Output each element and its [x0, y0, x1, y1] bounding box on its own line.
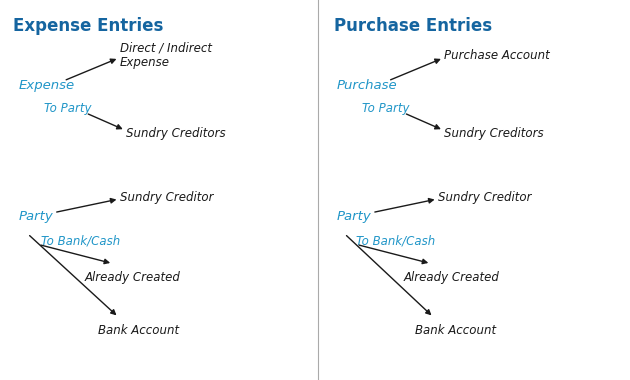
Text: Sundry Creditor: Sundry Creditor [438, 191, 531, 204]
Text: To Bank/Cash: To Bank/Cash [41, 235, 120, 248]
Text: Sundry Creditors: Sundry Creditors [444, 127, 544, 140]
Text: Party: Party [19, 210, 54, 223]
Text: Expense: Expense [19, 79, 75, 92]
Text: Purchase Account: Purchase Account [444, 49, 550, 62]
Text: To Party: To Party [362, 102, 410, 115]
Text: Bank Account: Bank Account [415, 324, 496, 337]
Text: Bank Account: Bank Account [98, 324, 179, 337]
Text: Party: Party [337, 210, 372, 223]
Text: Sundry Creditors: Sundry Creditors [126, 127, 226, 140]
Text: Direct / Indirect
Expense: Direct / Indirect Expense [120, 41, 212, 69]
Text: To Bank/Cash: To Bank/Cash [356, 235, 435, 248]
Text: Purchase: Purchase [337, 79, 398, 92]
Text: Expense Entries: Expense Entries [13, 17, 163, 35]
Text: Already Created: Already Created [85, 271, 181, 284]
Text: Already Created: Already Created [403, 271, 499, 284]
Text: Sundry Creditor: Sundry Creditor [120, 191, 213, 204]
Text: To Party: To Party [44, 102, 91, 115]
Text: Purchase Entries: Purchase Entries [334, 17, 492, 35]
